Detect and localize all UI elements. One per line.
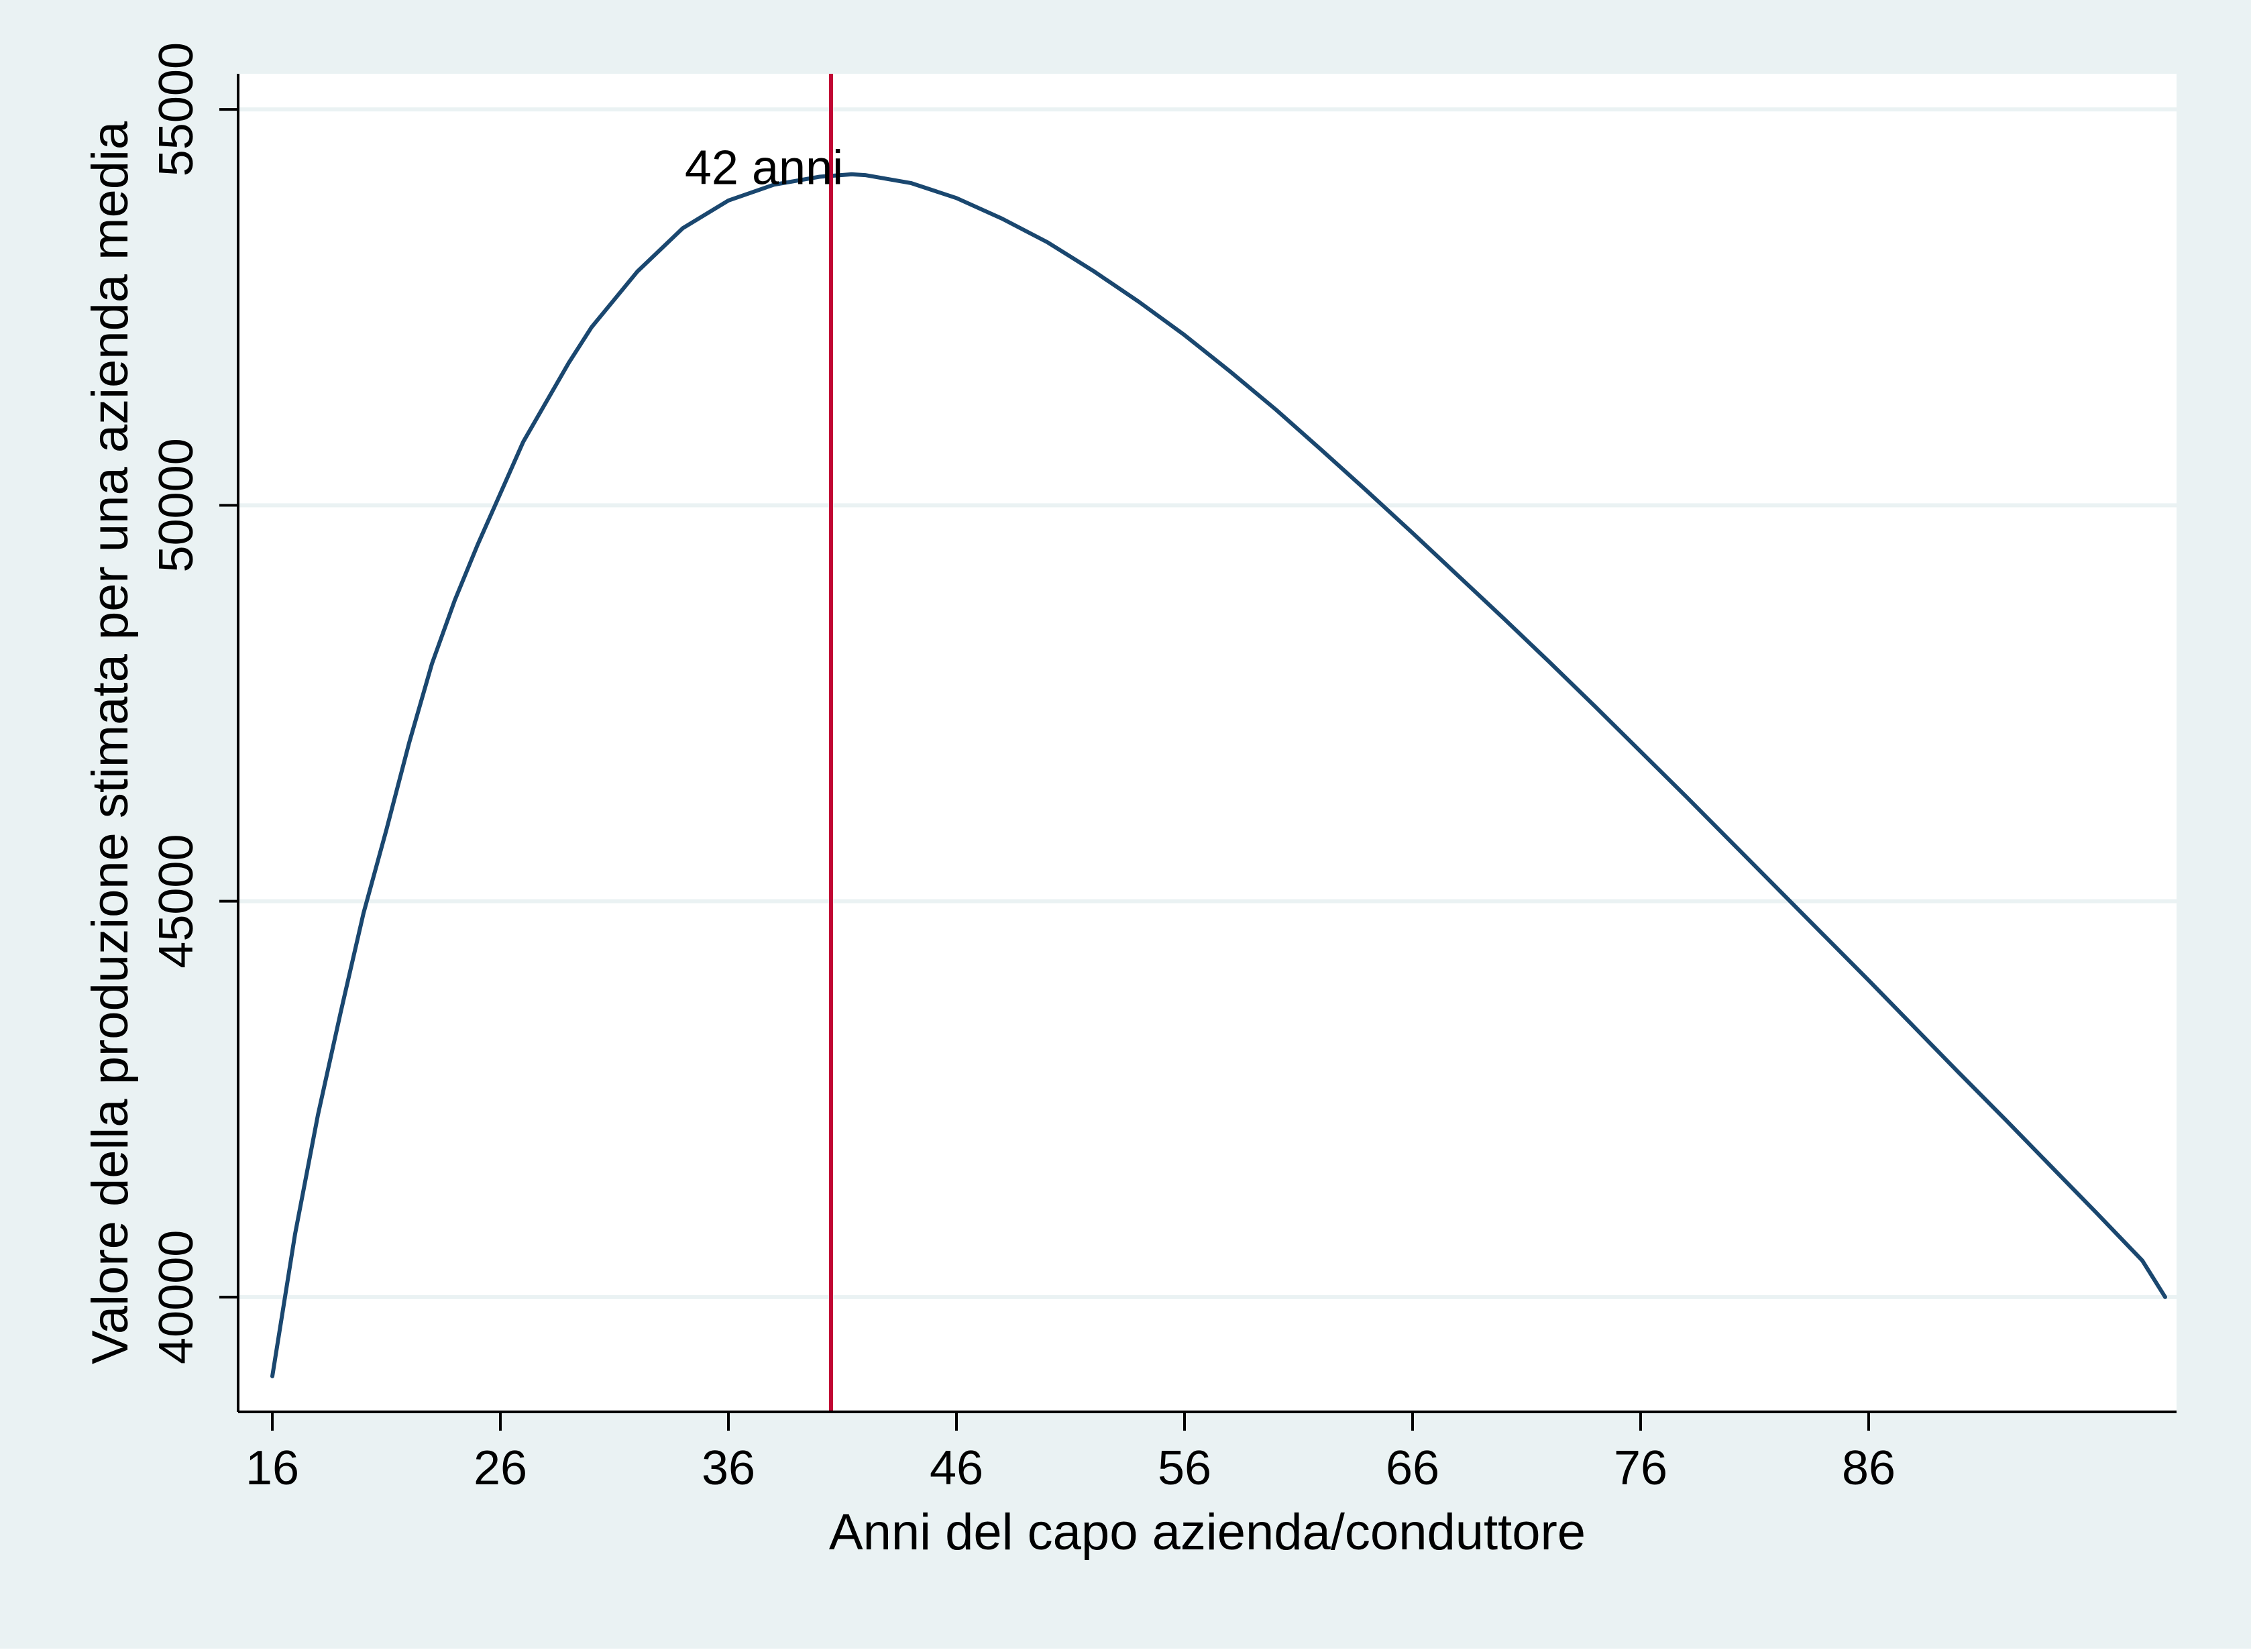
x-axis-title: Anni del capo azienda/conduttore [829,1504,1586,1561]
x-tick-label: 36 [702,1441,755,1495]
reference-line-group: 42 anni [685,74,843,1412]
x-tick-label: 46 [930,1441,983,1495]
y-axis-title: Valore della produzione stimata per una … [82,121,139,1364]
y-tick-label: 40000 [150,1230,203,1364]
x-tick-label: 66 [1386,1441,1439,1495]
x-tick-label: 86 [1842,1441,1896,1495]
y-tick-label: 45000 [150,834,203,968]
series-group [270,172,2167,1378]
reference-line-label: 42 anni [685,141,843,195]
y-tick-label: 50000 [150,438,203,572]
x-tick-label: 26 [474,1441,527,1495]
y-tick-label: 55000 [150,42,203,176]
series-line [270,172,2167,1378]
x-tick-label: 76 [1614,1441,1667,1495]
plot-area [238,74,2177,1412]
x-tick-label: 16 [245,1441,299,1495]
gridlines [238,107,2177,1299]
x-tick-label: 56 [1158,1441,1211,1495]
axes: 16 26 36 46 56 66 76 86 40000 45000 50000 55000 [150,42,2177,1495]
